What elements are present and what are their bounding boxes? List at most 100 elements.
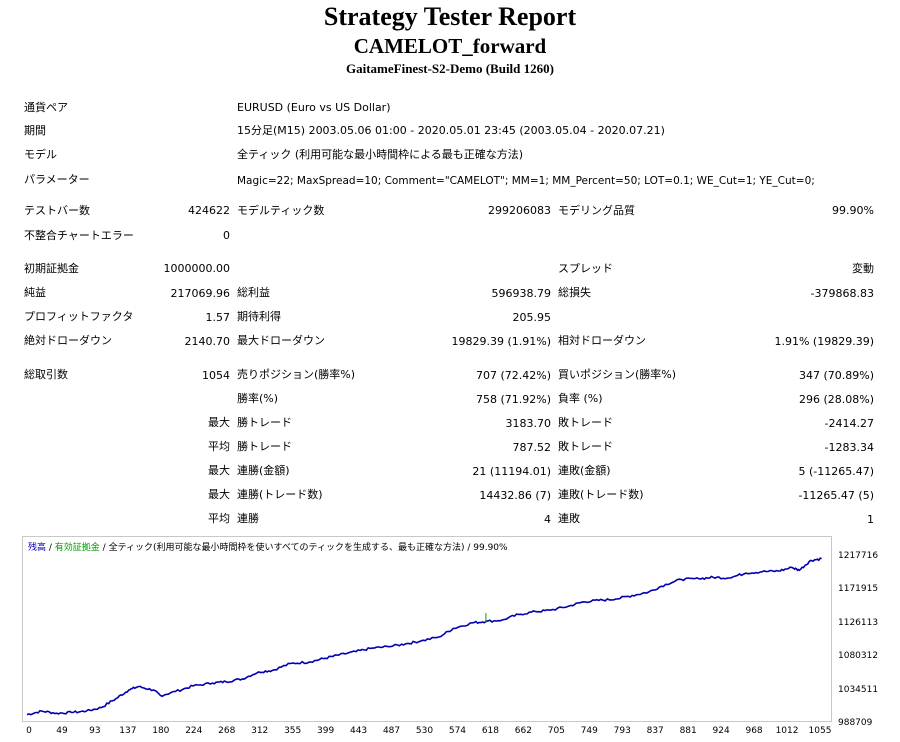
cons-win-count-label: 連勝(トレード数) (237, 488, 323, 501)
short-positions-label: 売りポジション(勝率%) (237, 368, 356, 381)
profit-factor-label: プロフィットファクタ (24, 310, 134, 323)
server-name: GaitameFinest-S2-Demo (Build 1260) (346, 61, 554, 76)
loss-rate-value: 296 (28.08%) (798, 393, 874, 406)
y-tick-label: 1126113 (838, 617, 879, 628)
cons-win-count-value: 14432.86 (7) (479, 489, 551, 502)
cons-loss-count-value: -11265.47 (5) (798, 489, 874, 502)
avg-cons-prefix: 平均 (208, 512, 230, 525)
gross-loss-value: -379868.83 (810, 287, 874, 300)
report-title: Strategy Tester Report (323, 2, 577, 31)
chart-legend: 残高 / 有効証拠金 / 全ティック(利用可能な最小時間枠を使いすべてのティック… (28, 540, 508, 553)
x-tick-label: 924 (712, 726, 730, 736)
ticks-label: モデルティック数 (237, 204, 325, 217)
x-tick-label: 1012 (775, 726, 799, 736)
x-tick-label: 530 (415, 726, 434, 736)
average-prefix: 平均 (208, 440, 230, 453)
abs-drawdown-value: 2140.70 (184, 335, 231, 348)
legend-balance: 残高 (28, 543, 47, 553)
legend-sep1: / (46, 543, 55, 553)
balance-chart (22, 536, 832, 722)
balance-line (26, 557, 822, 716)
y-tick-label: 988709 (838, 718, 873, 728)
model-label: モデル (24, 148, 57, 161)
x-tick-label: 749 (580, 726, 598, 736)
x-tick-label: 618 (481, 726, 499, 736)
avg-loss-label: 敗トレード (558, 440, 613, 453)
spread-value: 変動 (852, 262, 874, 275)
rel-drawdown-label: 相対ドローダウン (558, 334, 646, 347)
x-tick-label: 793 (613, 726, 631, 736)
mismatch-value: 0 (223, 229, 230, 242)
x-tick-label: 487 (382, 726, 401, 736)
bars-value: 424622 (188, 204, 230, 217)
model-value: 全ティック (利用可能な最小時間枠による最も正確な方法) (237, 148, 524, 161)
mismatch-label: 不整合チャートエラー (24, 229, 134, 242)
net-profit-label: 純益 (24, 286, 46, 299)
x-tick-label: 705 (547, 726, 565, 736)
quality-label: モデリング品質 (558, 204, 635, 217)
symbol-label: 通貨ペア (24, 101, 68, 114)
largest-loss-value: -2414.27 (824, 417, 874, 430)
win-rate-value: 758 (71.92%) (475, 393, 551, 406)
gross-loss-label: 総損失 (558, 286, 591, 299)
y-tick-label: 1217716 (838, 551, 879, 561)
x-tick-label: 224 (185, 726, 203, 736)
total-trades-label: 総取引数 (24, 368, 68, 381)
params-value: Magic=22; MaxSpread=10; Comment="CAMELOT… (237, 175, 815, 187)
avg-win-value: 787.52 (512, 441, 552, 454)
x-tick-label: 355 (284, 726, 302, 736)
expected-payoff-label: 期待利得 (237, 310, 281, 323)
x-tick-label: 93 (89, 726, 101, 736)
expert-name: CAMELOT_forward (353, 34, 547, 58)
x-tick-label: 1055 (808, 726, 832, 736)
period-value: 15分足(M15) 2003.05.06 01:00 - 2020.05.01 … (237, 124, 665, 137)
expected-payoff-value: 205.95 (512, 311, 552, 324)
x-tick-label: 0 (26, 726, 32, 736)
quality-value: 99.90% (832, 204, 874, 217)
x-tick-label: 312 (251, 726, 269, 736)
x-tick-label: 968 (745, 726, 763, 736)
max-cons-prefix: 最大 (208, 464, 230, 477)
largest-loss-label: 敗トレード (558, 416, 613, 429)
cons-loss-money-value: 5 (-11265.47) (798, 465, 874, 478)
avg-cons-win-value: 4 (544, 513, 551, 526)
avg-win-label: 勝トレード (237, 440, 292, 453)
y-tick-label: 1171915 (838, 584, 879, 595)
win-rate-label: 勝率(%) (237, 392, 279, 405)
largest-prefix: 最大 (208, 416, 230, 429)
gross-profit-value: 596938.79 (491, 287, 552, 300)
profit-factor-value: 1.57 (205, 311, 231, 324)
rel-drawdown-value: 1.91% (19829.39) (774, 335, 874, 348)
cons-loss-count-label: 連敗(トレード数) (558, 488, 644, 501)
abs-drawdown-label: 絶対ドローダウン (24, 334, 112, 347)
avg-cons-loss-label: 連敗 (558, 512, 580, 525)
x-tick-label: 137 (119, 726, 137, 736)
max-drawdown-value: 19829.39 (1.91%) (451, 335, 551, 348)
x-tick-label: 574 (448, 726, 467, 736)
largest-win-value: 3183.70 (505, 417, 552, 430)
period-label: 期間 (24, 124, 46, 137)
x-tick-label: 662 (514, 726, 532, 736)
loss-rate-label: 負率 (%) (558, 392, 603, 405)
legend-sep2: / (99, 543, 109, 553)
avg-cons-loss-value: 1 (867, 513, 874, 526)
y-tick-label: 1080312 (838, 651, 879, 662)
long-positions-label: 買いポジション(勝率%) (558, 368, 677, 381)
x-tick-label: 399 (317, 726, 335, 736)
legend-equity: 有効証拠金 (54, 543, 100, 553)
legend-description: 全ティック(利用可能な最小時間枠を使いすべてのティックを生成する、最も正確な方法… (108, 543, 508, 553)
cons-loss-money-label: 連敗(金額) (558, 464, 611, 477)
params-label: パラメーター (24, 173, 90, 186)
x-tick-label: 443 (349, 726, 368, 736)
x-tick-label: 268 (218, 726, 236, 736)
deposit-value: 1000000.00 (163, 262, 230, 275)
x-tick-label: 881 (679, 726, 697, 736)
y-tick-label: 1034511 (838, 684, 879, 695)
symbol-value: EURUSD (Euro vs US Dollar) (237, 101, 391, 114)
cons-win-money-value: 21 (11194.01) (472, 465, 551, 478)
cons-win-money-label: 連勝(金額) (237, 464, 290, 477)
total-trades-value: 1054 (202, 369, 230, 382)
balance-chart-svg (26, 557, 822, 716)
max-cons-count-prefix: 最大 (208, 488, 230, 501)
short-positions-value: 707 (72.42%) (475, 369, 551, 382)
